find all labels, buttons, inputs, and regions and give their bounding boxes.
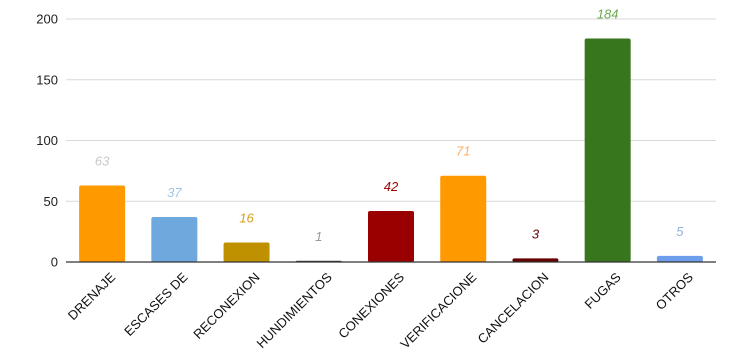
data-label: 42 (384, 179, 399, 194)
data-label: 16 (239, 211, 254, 226)
data-label: 71 (456, 144, 470, 159)
data-label: 184 (597, 6, 619, 21)
data-labels: 63 37 16 1 42 71 3 184 5 (95, 6, 684, 243)
data-label: 1 (315, 229, 322, 244)
bar-drenaje (79, 185, 126, 262)
data-label: 3 (532, 226, 540, 241)
bar-cancelacion (512, 258, 559, 262)
y-axis-ticks: 0 50 100 150 200 (36, 12, 58, 270)
y-tick-label: 50 (44, 194, 58, 209)
data-label: 63 (95, 153, 110, 168)
bar-fugas (584, 38, 631, 262)
data-label: 37 (167, 185, 182, 200)
x-tick-label: DRENAJE (65, 269, 119, 323)
bar-conexiones (368, 210, 414, 262)
y-tick-label: 100 (36, 133, 58, 148)
bar-otros (656, 255, 703, 262)
x-tick-label: OTROS (653, 269, 697, 313)
bar-reconexion (223, 242, 270, 262)
y-tick-label: 0 (51, 255, 58, 270)
y-tick-label: 150 (36, 72, 58, 87)
x-tick-label: RECONEXION (190, 270, 262, 342)
x-tick-label: VERIFICACIONE (397, 269, 479, 351)
x-tick-label: FUGAS (582, 269, 625, 312)
x-tick-label: CANCELACION (475, 270, 552, 347)
x-tick-label: ESCASES DE (121, 269, 191, 339)
x-tick-label: HUNDIMIENTOS (253, 269, 335, 351)
bar-escases-de (151, 217, 198, 262)
y-tick-label: 200 (36, 12, 58, 27)
data-label: 5 (676, 224, 684, 239)
bars (79, 38, 703, 262)
bar-verificacione (440, 175, 487, 262)
x-tick-label: CONEXIONES (335, 269, 407, 341)
